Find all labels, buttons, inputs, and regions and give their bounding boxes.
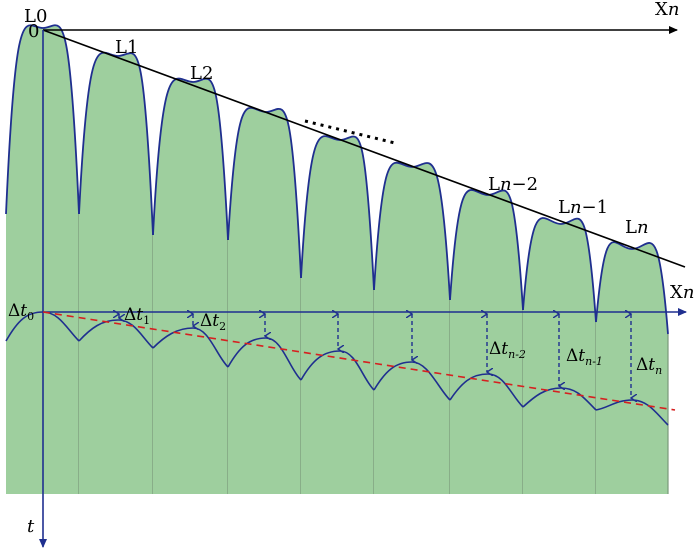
bead-fill-1 (79, 52, 153, 494)
green-bead-fill (6, 25, 669, 495)
delta-label-n-2: Δtn-2 (489, 339, 526, 361)
origin-label: 0 (28, 21, 39, 42)
peak-label-L1: L1 (115, 37, 138, 58)
bead-upper-outline-1 (78, 51, 154, 236)
delta-label-1: Δt1 (124, 305, 150, 327)
bead-upper-outline-0 (5, 24, 80, 215)
bead-fill-2 (153, 78, 228, 494)
peak-label-Ln-1: Ln−1 (558, 197, 608, 218)
bead-fill-3 (228, 107, 301, 495)
delta-label-2: Δt2 (200, 311, 226, 333)
delta-label-0: Δt0 (8, 301, 34, 323)
bead-upper-outline-8 (595, 241, 669, 335)
top-axis-label: Xn (655, 0, 679, 20)
middle-axis-label: Xn (670, 282, 694, 303)
peak-label-L0: L0 (24, 6, 47, 27)
t-axis-label: t (27, 516, 35, 537)
peak-label-L2: L2 (190, 63, 213, 84)
bead-upper-outline-2 (152, 77, 229, 241)
bead-upper-outline-7 (522, 217, 597, 323)
delta-arrows (119, 314, 631, 398)
peak-label-Ln: Ln (625, 217, 649, 238)
bead-fill-6 (450, 189, 523, 494)
peak-label-Ln-2: Ln−2 (488, 174, 538, 195)
delta-label-n: Δtn (636, 355, 662, 377)
delta-label-n-1: Δtn-1 (566, 346, 603, 368)
valley-trend-line (42, 311, 676, 411)
peak-envelope-line (42, 29, 686, 268)
